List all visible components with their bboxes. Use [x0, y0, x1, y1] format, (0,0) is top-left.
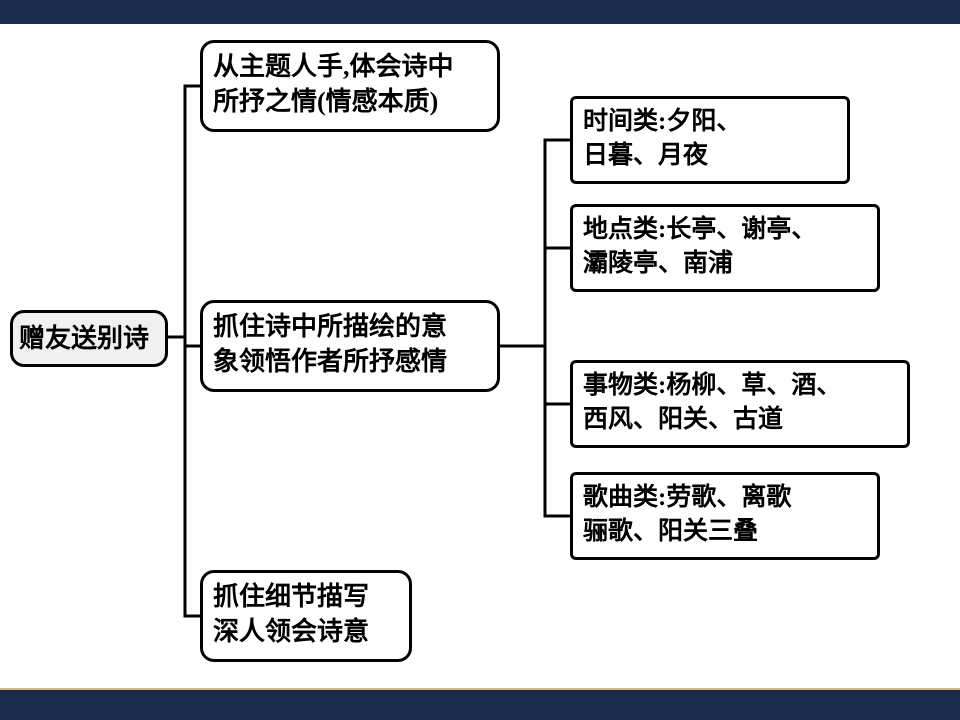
mid2-line1: 抓住诗中所描绘的意	[213, 312, 447, 341]
leaf1-line1: 时间类:夕阳、	[583, 108, 741, 135]
mid-node-detail: 抓住细节描写 深人领会诗意	[200, 570, 412, 662]
mid-node-theme: 从主题人手,体会诗中 所抒之情(情感本质)	[200, 40, 500, 132]
top-band	[0, 0, 960, 24]
leaf-node-song: 歌曲类:劳歌、离歌 骊歌、阳关三叠	[570, 472, 880, 560]
leaf1-line2: 日暮、月夜	[583, 142, 708, 169]
mid3-line2: 深人领会诗意	[213, 617, 369, 646]
leaf3-line1: 事物类:杨柳、草、酒、	[583, 372, 841, 399]
mid3-line1: 抓住细节描写	[213, 582, 369, 611]
root-text: 赠友送别诗	[19, 324, 149, 353]
mid1-line2: 所抒之情(情感本质)	[213, 87, 438, 116]
leaf-node-place: 地点类:长亭、谢亭、 灞陵亭、南浦	[570, 204, 880, 292]
leaf-node-time: 时间类:夕阳、 日暮、月夜	[570, 96, 850, 184]
leaf4-line1: 歌曲类:劳歌、离歌	[583, 484, 791, 511]
leaf2-line2: 灞陵亭、南浦	[583, 250, 733, 277]
leaf3-line2: 西风、阳关、古道	[583, 406, 783, 433]
root-node: 赠友送别诗	[10, 310, 168, 367]
mid2-line2: 象领悟作者所抒感情	[213, 347, 447, 376]
leaf-node-thing: 事物类:杨柳、草、酒、 西风、阳关、古道	[570, 360, 910, 448]
mid1-line1: 从主题人手,体会诗中	[213, 52, 454, 81]
mid-node-imagery: 抓住诗中所描绘的意 象领悟作者所抒感情	[200, 300, 500, 392]
leaf4-line2: 骊歌、阳关三叠	[583, 518, 758, 545]
bottom-band	[0, 688, 960, 720]
leaf2-line1: 地点类:长亭、谢亭、	[583, 216, 816, 243]
